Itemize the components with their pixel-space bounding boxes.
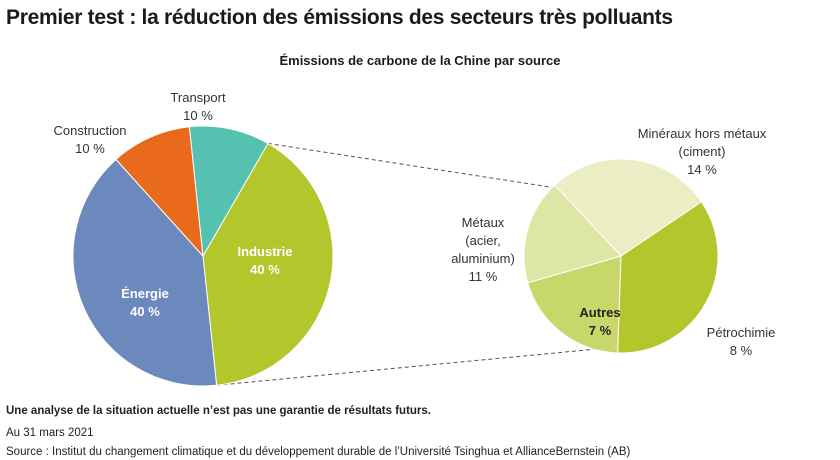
industry-breakdown-pie — [523, 158, 719, 354]
slice-value-label: 10 % — [75, 141, 105, 156]
connector-line-top — [267, 142, 553, 188]
chart-title: Émissions de carbone de la Chine par sou… — [279, 53, 560, 68]
slice-value-label: 40 % — [250, 262, 280, 277]
slice-value-label: 8 % — [730, 343, 753, 358]
main-label-energie: Énergie 40 % — [121, 286, 169, 319]
sub-label-metaux-acier-aluminium: Métaux (acier, aluminium) 11 % — [451, 215, 515, 284]
slice-label-text: Transport — [170, 90, 226, 105]
slice-label-text: Autres — [579, 305, 620, 320]
slice-label-text: (ciment) — [679, 144, 726, 159]
slice-labels: Industrie 40 % Énergie 40 % Construction 10 %… — [54, 90, 776, 358]
sub-slice-petrochimie — [527, 255, 622, 354]
main-pie — [72, 125, 334, 387]
page-title: Premier test : la réduction des émission… — [6, 6, 673, 29]
slice-value-label: 10 % — [183, 108, 213, 123]
main-slice-energie — [72, 158, 218, 387]
slice-value-label: 14 % — [687, 162, 717, 177]
main-slice-construction — [115, 126, 204, 258]
emissions-chart: Émissions de carbone de la Chine par sou… — [54, 53, 776, 387]
slice-label-text: Industrie — [238, 244, 293, 259]
sub-label-mineraux-hors-metaux-ciment: Minéraux hors métaux (ciment) 14 % — [638, 126, 767, 177]
connector-lines — [216, 142, 595, 386]
disclaimer-note: Une analyse de la situation actuelle n’e… — [6, 405, 431, 417]
sub-slice-mineraux-hors-metaux-ciment — [617, 201, 719, 354]
slice-label-text: aluminium) — [451, 251, 515, 266]
slice-label-text: Métaux — [462, 215, 505, 230]
sub-slice-autres — [523, 184, 622, 284]
main-slice-industrie — [202, 142, 334, 386]
slice-label-text: Énergie — [121, 286, 169, 301]
sub-slice-metaux-acier-aluminium — [554, 158, 703, 257]
slice-label-text: (acier, — [465, 233, 500, 248]
main-label-transport: Transport 10 % — [170, 90, 226, 123]
slice-value-label: 11 % — [469, 269, 498, 284]
source-note: Source : Institut du changement climatiq… — [6, 446, 631, 458]
sub-label-autres: Autres 7 % — [579, 305, 620, 338]
connector-line-bottom — [216, 348, 595, 386]
slice-label-text: Minéraux hors métaux — [638, 126, 767, 141]
date-note: Au 31 mars 2021 — [6, 427, 94, 439]
main-label-construction: Construction 10 % — [54, 123, 127, 156]
main-slice-transport — [188, 125, 269, 258]
slice-value-label: 40 % — [130, 304, 160, 319]
slice-label-text: Construction — [54, 123, 127, 138]
main-label-industrie: Industrie 40 % — [238, 244, 293, 277]
slice-value-label: 7 % — [589, 323, 612, 338]
sub-label-petrochimie: Pétrochimie 8 % — [707, 325, 776, 358]
slice-label-text: Pétrochimie — [707, 325, 776, 340]
